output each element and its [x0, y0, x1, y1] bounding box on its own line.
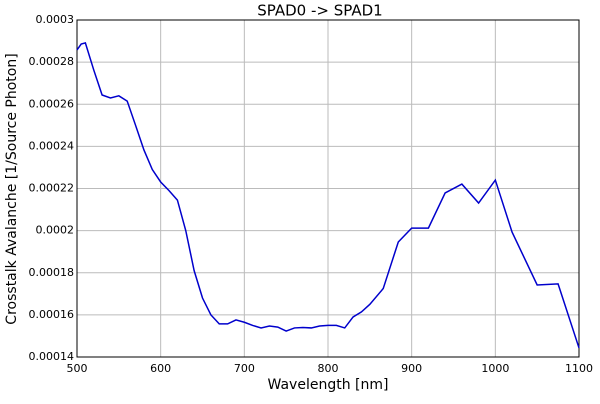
y-tick-label: 0.0003: [36, 13, 75, 26]
x-tick-label: 900: [401, 362, 422, 375]
y-tick-label: 0.00022: [29, 182, 75, 195]
x-axis-label: Wavelength [nm]: [268, 377, 389, 393]
x-tick-label: 500: [67, 362, 88, 375]
y-tick-label: 0.00026: [29, 97, 75, 110]
x-tick-label: 1000: [481, 362, 509, 375]
y-tick-label: 0.00014: [29, 350, 75, 363]
x-tick-label: 800: [318, 362, 339, 375]
y-tick-label: 0.00018: [29, 266, 75, 279]
y-tick-label: 0.00016: [29, 308, 75, 321]
y-tick-label: 0.00024: [29, 139, 75, 152]
y-tick-label: 0.00028: [29, 55, 75, 68]
x-tick-label: 1100: [565, 362, 593, 375]
chart-title: SPAD0 -> SPAD1: [257, 2, 382, 20]
plot-frame: [76, 19, 580, 358]
x-tick-label: 600: [150, 362, 171, 375]
data-line: [76, 42, 580, 349]
x-tick-label: 700: [234, 362, 255, 375]
y-tick-label: 0.0002: [36, 224, 75, 237]
y-axis-label: Crosstalk Avalanche [1/Source Photon]: [4, 53, 20, 324]
